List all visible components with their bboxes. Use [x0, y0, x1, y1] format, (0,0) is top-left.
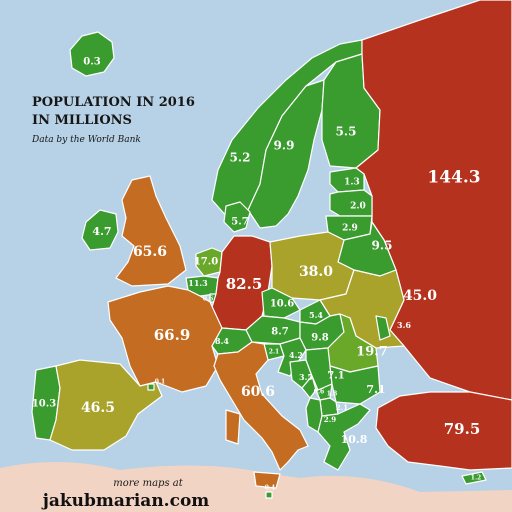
value-label-kosovo: 1.8 [327, 391, 337, 398]
country-uk [115, 175, 187, 287]
value-label-finland: 5.5 [336, 125, 357, 139]
value-label-lithuania: 2.9 [342, 224, 358, 234]
country-greece [317, 403, 371, 471]
value-label-belarus: 9.5 [372, 239, 393, 253]
value-label-cyprus: 1.2 [471, 475, 481, 482]
value-label-italy: 60.6 [241, 384, 275, 400]
country-turkey [375, 391, 512, 471]
value-label-uk: 65.6 [133, 244, 167, 260]
value-label-macedonia: 2.1 [336, 403, 348, 412]
value-label-austria: 8.7 [271, 327, 288, 338]
value-label-estonia: 1.3 [344, 178, 360, 188]
value-label-spain: 46.5 [81, 400, 115, 416]
value-label-belgium: 11.3 [188, 278, 208, 288]
value-label-bosnia: 3.5 [299, 372, 313, 382]
value-label-latvia: 2.0 [350, 202, 366, 212]
countries [31, 0, 512, 499]
value-label-luxembourg: 0.6 [203, 296, 213, 303]
country-bulgaria [329, 365, 381, 405]
country-cyprus [461, 471, 487, 485]
country-iceland [69, 31, 115, 77]
value-label-czechia: 10.6 [270, 299, 294, 310]
value-labels: 0.3 5.2 9.9 5.5 144.3 1.3 2.0 2.9 9.5 4.… [32, 57, 481, 492]
value-label-germany: 82.5 [226, 275, 263, 293]
value-label-croatia: 4.2 [289, 350, 303, 360]
north-africa-land [0, 461, 512, 512]
value-label-switzerland: 8.4 [215, 336, 229, 346]
value-label-sweden: 9.9 [274, 139, 295, 153]
value-label-albania: 2.9 [324, 415, 336, 424]
country-malta [265, 491, 273, 499]
value-label-malta: 0.4 [265, 485, 275, 492]
country-kosovo [315, 383, 333, 401]
country-latvia [329, 189, 373, 217]
value-label-turkey: 79.5 [444, 420, 481, 438]
value-label-france: 66.9 [154, 326, 191, 344]
value-label-netherlands: 17.0 [194, 257, 218, 268]
value-label-ireland: 4.7 [92, 225, 111, 238]
value-label-russia: 144.3 [427, 168, 480, 188]
value-label-poland: 38.0 [299, 264, 333, 280]
value-label-iceland: 0.3 [83, 57, 100, 68]
value-label-bulgaria: 7.1 [366, 383, 385, 396]
map-title-line1: POPULATION IN 2016 [32, 95, 195, 110]
value-label-serbia: 7.1 [327, 371, 344, 382]
country-denmark [223, 201, 251, 233]
value-label-portugal: 10.3 [32, 399, 56, 410]
country-moldova [375, 315, 391, 341]
country-ireland [81, 209, 119, 251]
country-sweden [247, 79, 325, 229]
value-label-greece: 10.8 [341, 433, 368, 446]
country-andorra [147, 383, 155, 391]
credit-site: jakubmarian.com [41, 491, 210, 511]
value-label-romania: 19.7 [356, 345, 388, 360]
value-label-moldova: 3.6 [397, 320, 411, 330]
credit-line: more maps at [113, 478, 183, 489]
value-label-denmark: 5.7 [231, 217, 248, 228]
value-label-andorra: 0.1 [155, 379, 165, 386]
value-label-montenegro: 0.6 [314, 389, 324, 396]
map-subtitle: Data by the World Bank [31, 135, 141, 145]
country-spain [49, 359, 163, 451]
value-label-slovenia: 2.1 [269, 349, 279, 356]
country-italy [213, 341, 309, 489]
value-label-ukraine: 45.0 [403, 288, 437, 304]
value-label-slovakia: 5.4 [309, 310, 323, 320]
value-label-hungary: 9.8 [311, 333, 328, 344]
value-label-norway: 5.2 [230, 151, 251, 165]
map-title-line2: IN MILLIONS [32, 113, 132, 128]
